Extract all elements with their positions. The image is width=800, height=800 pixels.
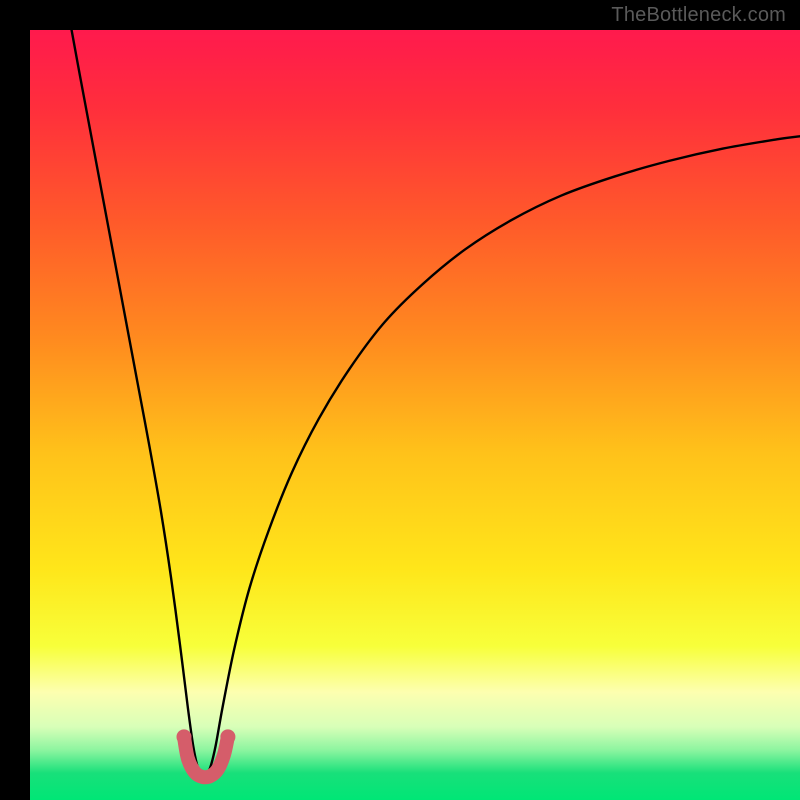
chart-canvas: TheBottleneck.com bbox=[0, 0, 800, 800]
watermark-text: TheBottleneck.com bbox=[611, 4, 786, 27]
gradient-background bbox=[30, 30, 800, 800]
bottleneck-curve-chart bbox=[0, 0, 800, 800]
marker-endpoint-dot bbox=[220, 729, 235, 744]
marker-endpoint-dot bbox=[177, 729, 192, 744]
plot-area bbox=[30, 30, 800, 800]
